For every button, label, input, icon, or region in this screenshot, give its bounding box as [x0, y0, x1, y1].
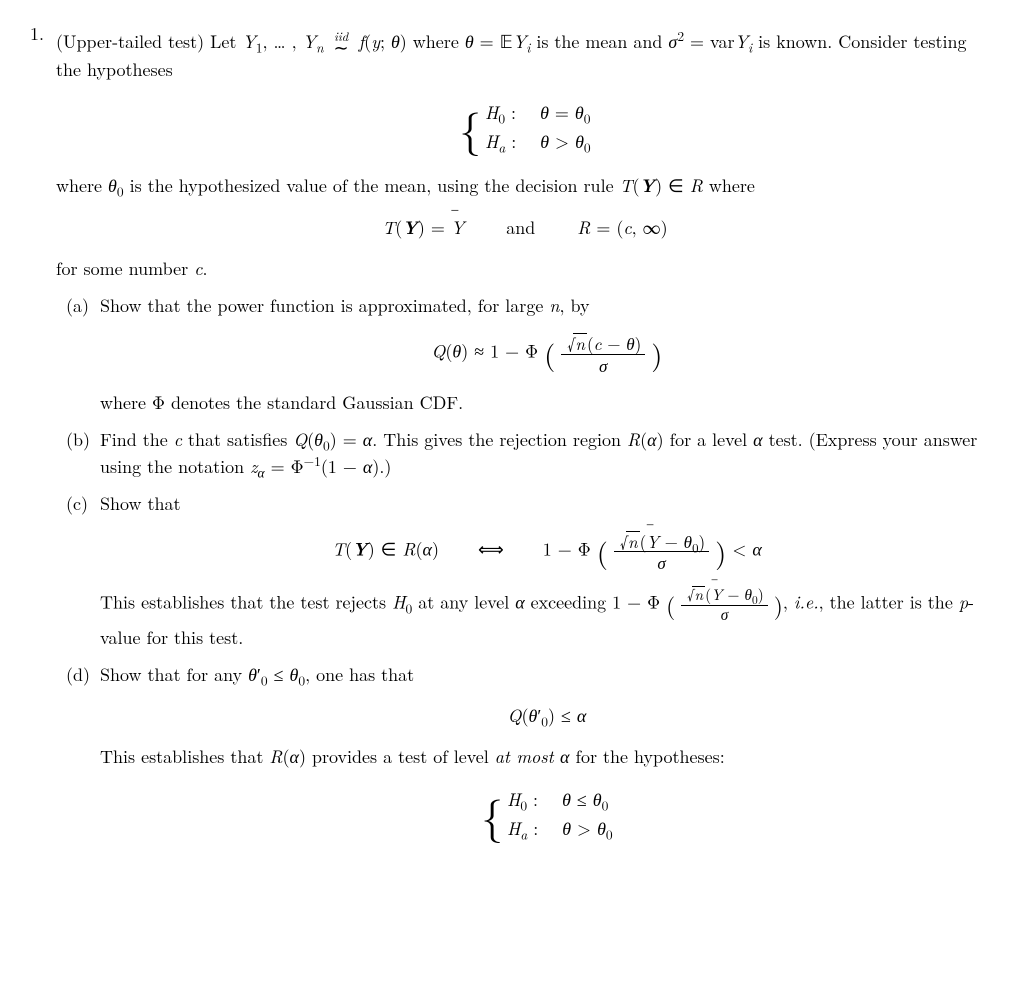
- subpart-b-label: (b): [66, 426, 94, 480]
- hypotheses-display: {H0 : θ = θ0Ha : θ > θ0: [56, 97, 994, 157]
- subpart-c-after: This establishes that the test rejects H…: [100, 586, 994, 651]
- subpart-b-text: Find the c that satisfies Q(θ0) = α. Thi…: [100, 426, 994, 480]
- subpart-d: (d) Show that for any θ′0 ≤ θ0, one has …: [66, 661, 994, 858]
- subpart-a-text: Show that the power function is approxim…: [100, 292, 994, 319]
- subpart-c-label: (c): [66, 490, 94, 651]
- subpart-a-math: Q(θ) ≈ 1 − Φ ( n(c − θ)σ ): [100, 333, 994, 375]
- subpart-c-body: Show that T(Y) ∈ R(α) ⟺ 1 − Φ ( n(Y − θ0…: [100, 490, 994, 651]
- subpart-a-after: where Φ denotes the standard Gaussian CD…: [100, 389, 994, 416]
- subpart-d-hypotheses: {H0 : θ ≤ θ0Ha : θ > θ0: [100, 784, 994, 844]
- subpart-b: (b) Find the c that satisfies Q(θ0) = α.…: [66, 426, 994, 480]
- problem-1: 1. (Upper-tailed test) Let Y1, … , Yn ii…: [30, 20, 994, 858]
- subpart-c: (c) Show that T(Y) ∈ R(α) ⟺ 1 − Φ ( n(Y …: [66, 490, 994, 651]
- subpart-a-label: (a): [66, 292, 94, 416]
- subpart-c-math: T(Y) ∈ R(α) ⟺ 1 − Φ ( n(Y − θ0)σ ) < α: [100, 531, 994, 573]
- problem-body: (Upper-tailed test) Let Y1, … , Yn iid∼ …: [56, 20, 994, 858]
- subpart-a-body: Show that the power function is approxim…: [100, 292, 994, 416]
- decision-rule-display: T(Y) = Y and R = (c, ∞): [56, 213, 994, 241]
- subpart-d-label: (d): [66, 661, 94, 858]
- subpart-d-after: This establishes that R(α) provides a te…: [100, 743, 994, 770]
- subpart-d-body: Show that for any θ′0 ≤ θ0, one has that…: [100, 661, 994, 858]
- where-text: where θ0 is the hypothesized value of th…: [56, 171, 994, 199]
- problem-number: 1.: [30, 20, 50, 858]
- subpart-b-body: Find the c that satisfies Q(θ0) = α. Thi…: [100, 426, 994, 480]
- subpart-c-text: Show that: [100, 490, 994, 517]
- subpart-a: (a) Show that the power function is appr…: [66, 292, 994, 416]
- intro-text: (Upper-tailed test) Let Y1, … , Yn iid∼ …: [56, 28, 994, 83]
- subpart-d-text: Show that for any θ′0 ≤ θ0, one has that: [100, 661, 994, 688]
- for-some-text: for some number c.: [56, 255, 994, 282]
- subpart-d-math: Q(θ′0) ≤ α: [100, 702, 994, 729]
